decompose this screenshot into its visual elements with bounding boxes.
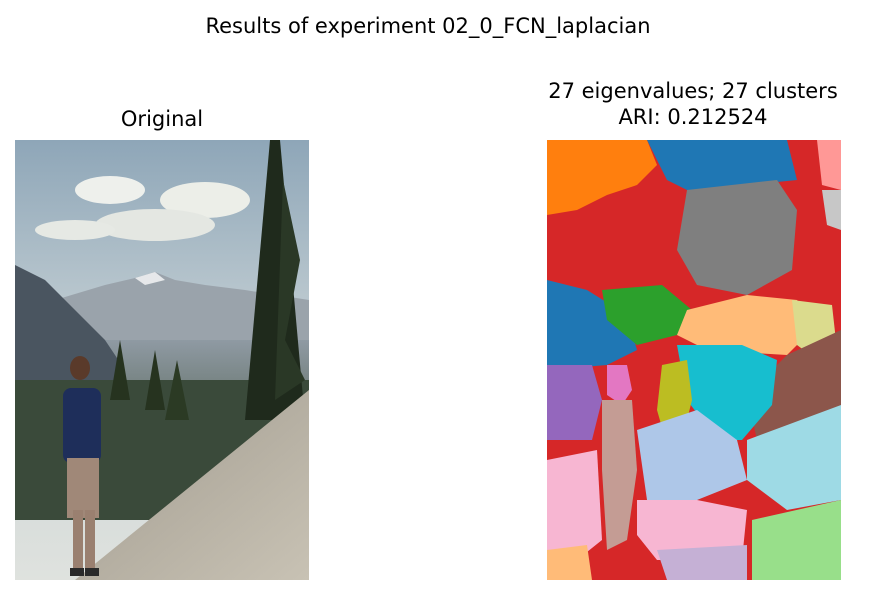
original-photo xyxy=(15,140,309,580)
figure-title: Results of experiment 02_0_FCN_laplacian xyxy=(0,12,856,40)
segmentation-title: 27 eigenvalues; 27 clusters ARI: 0.21252… xyxy=(495,78,881,130)
segmentation-canvas xyxy=(547,140,841,580)
segmentation-title-line1: 27 eigenvalues; 27 clusters xyxy=(495,78,881,104)
original-photo-canvas xyxy=(15,140,309,580)
segmentation-title-line2: ARI: 0.212524 xyxy=(495,104,881,130)
original-image-title: Original xyxy=(15,106,309,132)
segmentation-map xyxy=(547,140,841,580)
